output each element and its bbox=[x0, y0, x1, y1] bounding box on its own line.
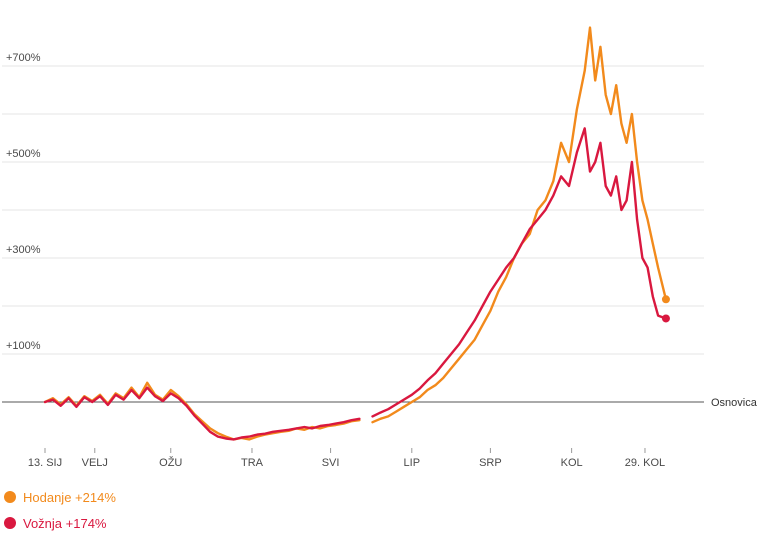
end-point-voznja bbox=[661, 314, 670, 323]
legend-label-hodanje: Hodanje +214% bbox=[23, 489, 116, 505]
x-tick-label: TRA bbox=[241, 457, 264, 469]
x-tick-label: KOL bbox=[561, 457, 583, 469]
legend-label-voznja: Vožnja +174% bbox=[23, 515, 107, 531]
legend-item-voznja: Vožnja +174% bbox=[4, 512, 116, 534]
grid-lines bbox=[2, 65, 704, 355]
x-tick-label: OŽU bbox=[159, 456, 182, 469]
y-tick-label: +700% bbox=[6, 52, 41, 64]
legend-dot-hodanje bbox=[4, 491, 16, 503]
legend-dot-voznja bbox=[4, 517, 16, 529]
x-tick-label: VELJ bbox=[82, 457, 108, 469]
y-tick-label: +300% bbox=[6, 244, 41, 256]
x-tick-label: SRP bbox=[479, 457, 502, 469]
series-line-voznja bbox=[43, 386, 361, 441]
x-tick-label: LIP bbox=[404, 457, 421, 469]
y-tick-label: +100% bbox=[6, 340, 41, 352]
series-line-hodanje bbox=[43, 381, 361, 441]
x-tick-label: SVI bbox=[322, 457, 340, 469]
x-tick-label: 29. KOL bbox=[625, 457, 665, 469]
y-tick-label: +500% bbox=[6, 148, 41, 160]
line-chart: +100% +300% +500% +700% 13. SIJ VELJ OŽU TRA SV… bbox=[2, 26, 758, 469]
series-line-voznja bbox=[371, 127, 668, 418]
baseline: Osnovica bbox=[2, 397, 758, 409]
legend: Hodanje +214% Vožnja +174% bbox=[4, 486, 116, 538]
series-lines bbox=[43, 26, 670, 441]
series-line-hodanje bbox=[371, 26, 668, 424]
legend-item-hodanje: Hodanje +214% bbox=[4, 486, 116, 508]
end-point-hodanje bbox=[661, 295, 670, 304]
x-axis-ticks: 13. SIJ VELJ OŽU TRA SVI LIP SRP KOL 29. KOL bbox=[28, 448, 665, 469]
x-tick-label: 13. SIJ bbox=[28, 457, 62, 469]
y-axis-ticks: +100% +300% +500% +700% bbox=[6, 52, 41, 352]
baseline-label: Osnovica bbox=[711, 397, 758, 409]
